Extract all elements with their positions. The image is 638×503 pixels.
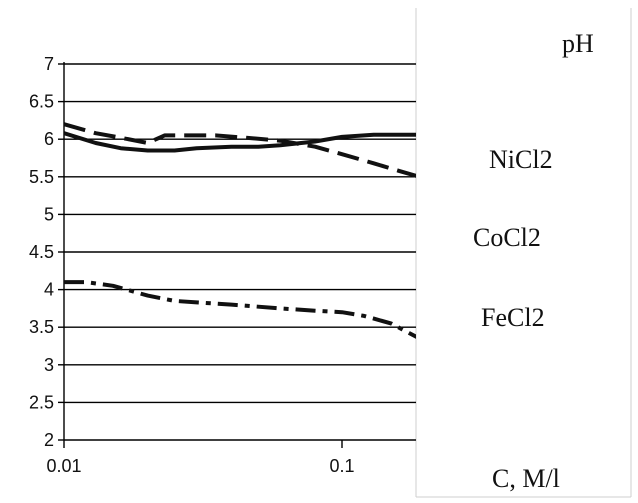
y-tick-label-2: 3 <box>44 355 54 375</box>
legend-label-cocl2: CoCl2 <box>473 223 541 252</box>
series-lines <box>64 122 416 339</box>
y-tick-label-4: 4 <box>44 280 54 300</box>
x-axis-label: C, M/l <box>492 464 560 493</box>
x-tick-label-0: 0.01 <box>46 456 81 476</box>
series-line-nicl2 <box>64 131 416 153</box>
x-tick-label-1: 0.1 <box>329 456 354 476</box>
legend-label-fecl2: FeCl2 <box>481 303 545 332</box>
legend-panel <box>415 8 632 498</box>
y-tick-label-6: 5 <box>44 204 54 224</box>
tick-labels: 2 2.5 3 3.5 4 4.5 5 5.5 6 6.5 7 0.01 0.1 <box>29 54 355 476</box>
y-tick-label-10: 7 <box>44 54 54 74</box>
legend-label-nicl2: NiCl2 <box>489 145 553 174</box>
series-line-fecl2 <box>64 280 416 339</box>
y-tick-label-1: 2.5 <box>29 392 54 412</box>
gridlines <box>64 63 416 404</box>
y-tick-label-9: 6.5 <box>29 92 54 112</box>
y-tick-label-8: 6 <box>44 129 54 149</box>
y-tick-label-5: 4.5 <box>29 242 54 262</box>
y-axis-label: pH <box>562 29 594 58</box>
y-tick-label-0: 2 <box>44 430 54 450</box>
y-tick-label-7: 5.5 <box>29 167 54 187</box>
y-tick-label-3: 3.5 <box>29 317 54 337</box>
series-line-cocl2 <box>64 122 416 178</box>
axes <box>58 62 416 448</box>
